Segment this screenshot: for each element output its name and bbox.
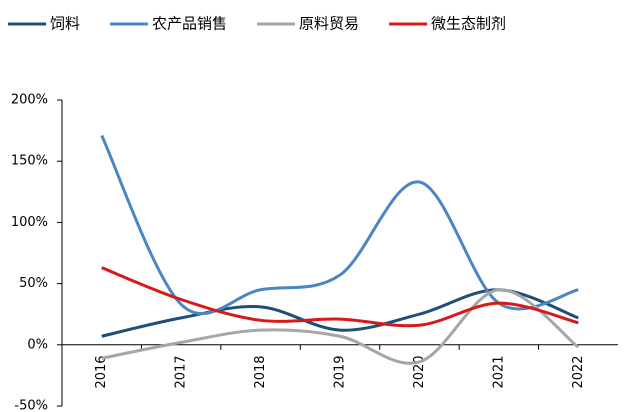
legend-label: 农产品销售 [152,15,227,33]
series-line [101,288,580,365]
y-tick-label: 50% [19,276,48,291]
legend-label: 原料贸易 [299,15,359,33]
series-line [100,134,579,316]
x-tick-label: 2017 [174,355,189,388]
y-tick-label: 150% [11,154,48,169]
series-line [101,266,579,328]
y-tick-label: 0% [27,337,48,352]
x-tick-label: 2021 [491,355,506,388]
legend: 饲料 农产品销售 原料贸易 微生态制剂 [8,15,506,33]
x-tick-label: 2018 [253,355,268,388]
legend-label: 微生态制剂 [431,15,506,33]
y-tick-label: -50% [14,399,48,412]
x-tick-label: 2022 [571,355,586,388]
y-tick-label: 100% [11,215,48,230]
x-tick-label: 2019 [333,355,348,388]
legend-label: 饲料 [50,15,80,33]
x-tick-label: 2016 [94,355,109,388]
y-tick-label: 200% [11,93,48,108]
